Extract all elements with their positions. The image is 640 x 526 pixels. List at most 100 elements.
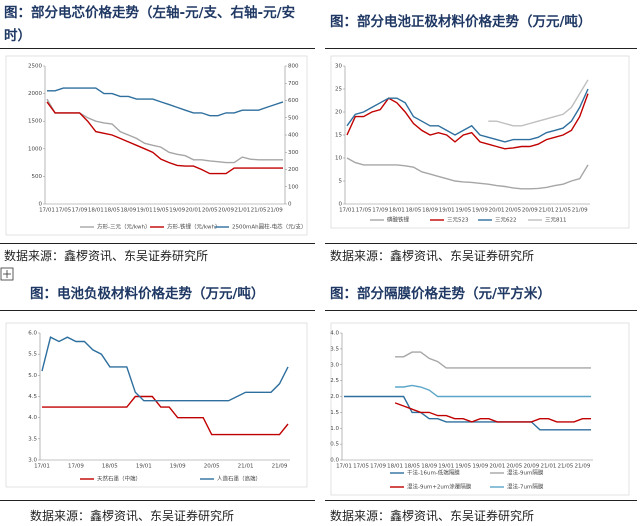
y-tick-label: 0.5 bbox=[330, 442, 339, 448]
x-tick-label: 21/05 bbox=[251, 208, 267, 214]
x-tick-label: 21/05 bbox=[555, 208, 571, 214]
series-line bbox=[47, 87, 284, 117]
legend-label: 三元811 bbox=[545, 217, 567, 224]
x-tick-label: 18/01 bbox=[88, 208, 104, 214]
x-tick-label: 20/09 bbox=[218, 208, 234, 214]
y-tick-label: 4.5 bbox=[28, 394, 37, 400]
x-tick-label: 21/01 bbox=[540, 464, 556, 470]
y-tick-label: 3.0 bbox=[28, 458, 37, 464]
legend-label: 湿法-9um隔膜 bbox=[507, 469, 544, 477]
x-tick-label: 19/05 bbox=[153, 208, 169, 214]
series-line bbox=[344, 395, 591, 431]
y-tick-label: 4.0 bbox=[330, 331, 339, 337]
x-tick-label: 19/01 bbox=[439, 208, 455, 214]
x-tick-label: 18/09 bbox=[422, 208, 438, 214]
legend-label: 方形-三元（元/kwh） bbox=[97, 223, 151, 231]
y2-tick-label: 100 bbox=[288, 184, 299, 190]
divider bbox=[0, 310, 315, 311]
x-tick-label: 20/01 bbox=[489, 464, 505, 470]
divider bbox=[325, 500, 637, 501]
source-note: 数据来源：鑫椤资讯、东吴证券研究所 bbox=[4, 249, 209, 263]
divider bbox=[325, 310, 637, 311]
x-tick-label: 20/09 bbox=[522, 208, 538, 214]
x-tick-label: 21/05 bbox=[558, 464, 574, 470]
source-note: 数据来源：鑫椤资讯、东吴证券研究所 bbox=[30, 509, 235, 523]
x-tick-label: 21/09 bbox=[572, 208, 588, 214]
y-tick-label: 0.0 bbox=[330, 458, 339, 464]
divider bbox=[325, 243, 637, 244]
series-line bbox=[346, 157, 589, 190]
y2-tick-label: 0 bbox=[288, 202, 292, 208]
frame bbox=[330, 55, 630, 229]
legend-label: 三元523 bbox=[447, 217, 469, 224]
legend-label: 干法-16um-低端隔膜 bbox=[407, 469, 460, 477]
x-tick-label: 17/01 bbox=[336, 464, 352, 470]
frame bbox=[5, 55, 308, 236]
y-tick-label: 25 bbox=[335, 87, 342, 93]
x-tick-label: 20/09 bbox=[523, 464, 539, 470]
x-tick-label: 19/01 bbox=[438, 464, 454, 470]
x-tick-label: 19/09 bbox=[472, 208, 488, 214]
series-line bbox=[46, 98, 283, 164]
y-tick-label: 6.0 bbox=[28, 331, 37, 337]
x-tick-label: 19/05 bbox=[455, 464, 471, 470]
x-tick-label: 18/09 bbox=[120, 208, 136, 214]
chart-title: 图：部分电芯价格走势（左轴-元/支、右轴-元/安时） bbox=[4, 5, 296, 44]
y2-tick-label: 800 bbox=[288, 64, 299, 70]
y-tick-label: 0 bbox=[39, 202, 43, 208]
x-tick-label: 20/05 bbox=[204, 464, 220, 470]
x-tick-label: 19/09 bbox=[170, 464, 186, 470]
x-tick-label: 21/01 bbox=[539, 208, 555, 214]
source-note: 数据来源：鑫椤资讯、东吴证券研究所 bbox=[330, 249, 535, 263]
y-tick-label: 0 bbox=[339, 202, 343, 208]
chart-title: 图：电池负极材料价格走势（万元/吨） bbox=[30, 286, 265, 302]
source-note: 数据来源：鑫椤资讯、东吴证券研究所 bbox=[330, 509, 535, 523]
x-tick-label: 18/01 bbox=[389, 208, 405, 214]
y-tick-label: 3.5 bbox=[28, 436, 37, 442]
y-tick-label: 10 bbox=[335, 156, 342, 162]
y-tick-label: 15 bbox=[335, 133, 342, 139]
y-tick-label: 2000 bbox=[28, 91, 42, 97]
series-line bbox=[346, 93, 589, 150]
y2-tick-label: 400 bbox=[288, 133, 299, 139]
x-tick-label: 21/01 bbox=[234, 208, 250, 214]
x-tick-label: 19/01 bbox=[136, 464, 152, 470]
frame bbox=[5, 322, 308, 488]
series-line bbox=[488, 79, 589, 127]
x-tick-label: 20/05 bbox=[505, 208, 521, 214]
x-tick-label: 17/09 bbox=[68, 464, 84, 470]
divider bbox=[325, 48, 637, 49]
divider bbox=[0, 500, 315, 501]
x-tick-label: 21/09 bbox=[267, 208, 283, 214]
y-tick-label: 1.5 bbox=[330, 410, 339, 416]
legend-label: 湿法-9um+2um涂覆隔膜 bbox=[407, 483, 472, 491]
x-tick-label: 20/01 bbox=[489, 208, 505, 214]
y-tick-label: 20 bbox=[335, 110, 342, 116]
legend-label: 磷酸铁锂 bbox=[387, 216, 410, 224]
divider bbox=[0, 48, 315, 49]
x-tick-label: 18/09 bbox=[421, 464, 437, 470]
divider bbox=[0, 243, 315, 244]
x-tick-label: 20/05 bbox=[506, 464, 522, 470]
series-line bbox=[46, 101, 283, 175]
chart-title: 图：部分电池正极材料价格走势（万元/吨） bbox=[330, 14, 592, 30]
y-tick-label: 30 bbox=[335, 64, 342, 70]
y-tick-label: 3.0 bbox=[330, 362, 339, 368]
x-tick-label: 17/01 bbox=[39, 208, 55, 214]
x-tick-label: 18/05 bbox=[406, 208, 422, 214]
x-tick-label: 21/09 bbox=[272, 464, 288, 470]
x-tick-label: 17/09 bbox=[372, 208, 388, 214]
y-tick-label: 2500 bbox=[28, 64, 42, 70]
x-tick-label: 17/09 bbox=[72, 208, 88, 214]
x-tick-label: 17/01 bbox=[34, 464, 50, 470]
x-tick-label: 20/05 bbox=[202, 208, 218, 214]
legend-label: 天然石墨（中端） bbox=[97, 475, 141, 483]
y2-tick-label: 300 bbox=[288, 150, 299, 156]
series-line bbox=[41, 336, 289, 402]
y-tick-label: 1000 bbox=[28, 146, 42, 152]
x-tick-label: 19/09 bbox=[472, 464, 488, 470]
y2-tick-label: 700 bbox=[288, 81, 299, 87]
x-tick-label: 20/01 bbox=[186, 208, 202, 214]
y-tick-label: 5.0 bbox=[28, 373, 37, 379]
